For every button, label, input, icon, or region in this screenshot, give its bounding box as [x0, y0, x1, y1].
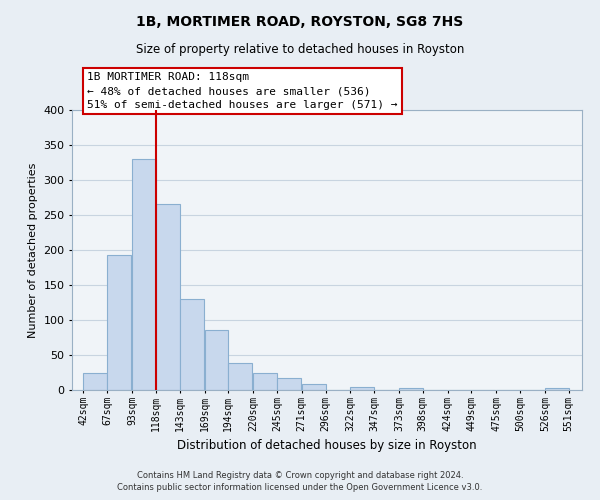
- Y-axis label: Number of detached properties: Number of detached properties: [28, 162, 38, 338]
- Bar: [399, 388, 423, 390]
- Bar: [253, 372, 277, 390]
- Text: 1B, MORTIMER ROAD, ROYSTON, SG8 7HS: 1B, MORTIMER ROAD, ROYSTON, SG8 7HS: [136, 15, 464, 29]
- Bar: [277, 378, 301, 390]
- Bar: [229, 364, 252, 390]
- X-axis label: Distribution of detached houses by size in Royston: Distribution of detached houses by size …: [177, 439, 477, 452]
- Bar: [205, 330, 229, 390]
- Text: 1B MORTIMER ROAD: 118sqm
← 48% of detached houses are smaller (536)
51% of semi-: 1B MORTIMER ROAD: 118sqm ← 48% of detach…: [88, 72, 398, 110]
- Text: Contains HM Land Registry data © Crown copyright and database right 2024.
Contai: Contains HM Land Registry data © Crown c…: [118, 471, 482, 492]
- Bar: [180, 299, 203, 390]
- Bar: [156, 204, 180, 390]
- Bar: [350, 387, 374, 390]
- Bar: [107, 255, 131, 390]
- Bar: [545, 388, 569, 390]
- Text: Size of property relative to detached houses in Royston: Size of property relative to detached ho…: [136, 42, 464, 56]
- Bar: [132, 159, 156, 390]
- Bar: [302, 384, 326, 390]
- Bar: [83, 372, 107, 390]
